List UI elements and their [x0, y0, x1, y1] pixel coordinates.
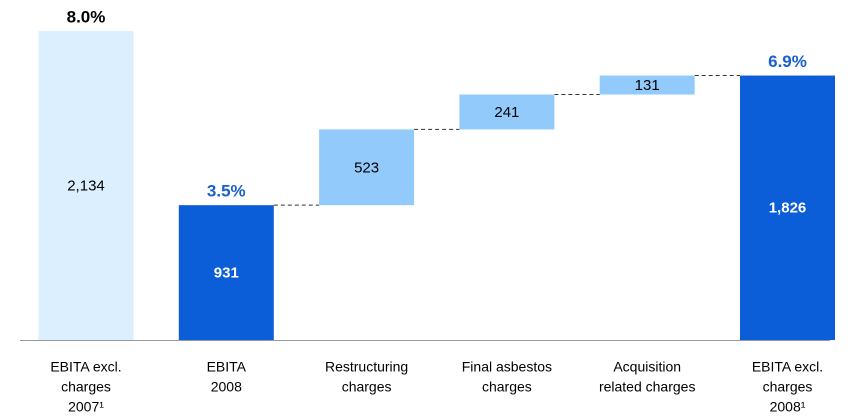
x-tick-label: Final asbestos [462, 359, 552, 375]
margin-label: 6.9% [768, 52, 807, 71]
bar [459, 94, 555, 130]
x-tick-label: 2008¹ [770, 399, 806, 415]
value-label: 1,826 [769, 200, 807, 217]
x-tick-label: charges [61, 379, 111, 395]
bar [599, 75, 695, 95]
margin-label: 8.0% [67, 7, 106, 26]
value-label: 131 [635, 77, 660, 94]
value-label: 241 [494, 104, 519, 121]
x-tick-label: charges [763, 379, 813, 395]
x-tick-label: charges [342, 379, 392, 395]
x-tick-label: Acquisition [613, 359, 681, 375]
x-tick-label: Restructuring [325, 359, 408, 375]
bar [740, 75, 835, 340]
x-tick-label: 2008 [211, 379, 242, 395]
x-tick-label: EBITA [207, 359, 247, 375]
x-tick-label: EBITA excl. [752, 359, 823, 375]
value-label: 2,134 [67, 177, 105, 194]
value-label: 931 [214, 265, 239, 282]
bar [38, 30, 134, 340]
x-tick-label: related charges [599, 379, 696, 395]
x-tick-label: EBITA excl. [50, 359, 121, 375]
x-tick-label: charges [482, 379, 532, 395]
value-label: 523 [354, 159, 379, 176]
bar [178, 205, 274, 340]
x-tick-label: 2007¹ [68, 399, 104, 415]
margin-label: 3.5% [207, 182, 246, 201]
bar [319, 129, 415, 206]
